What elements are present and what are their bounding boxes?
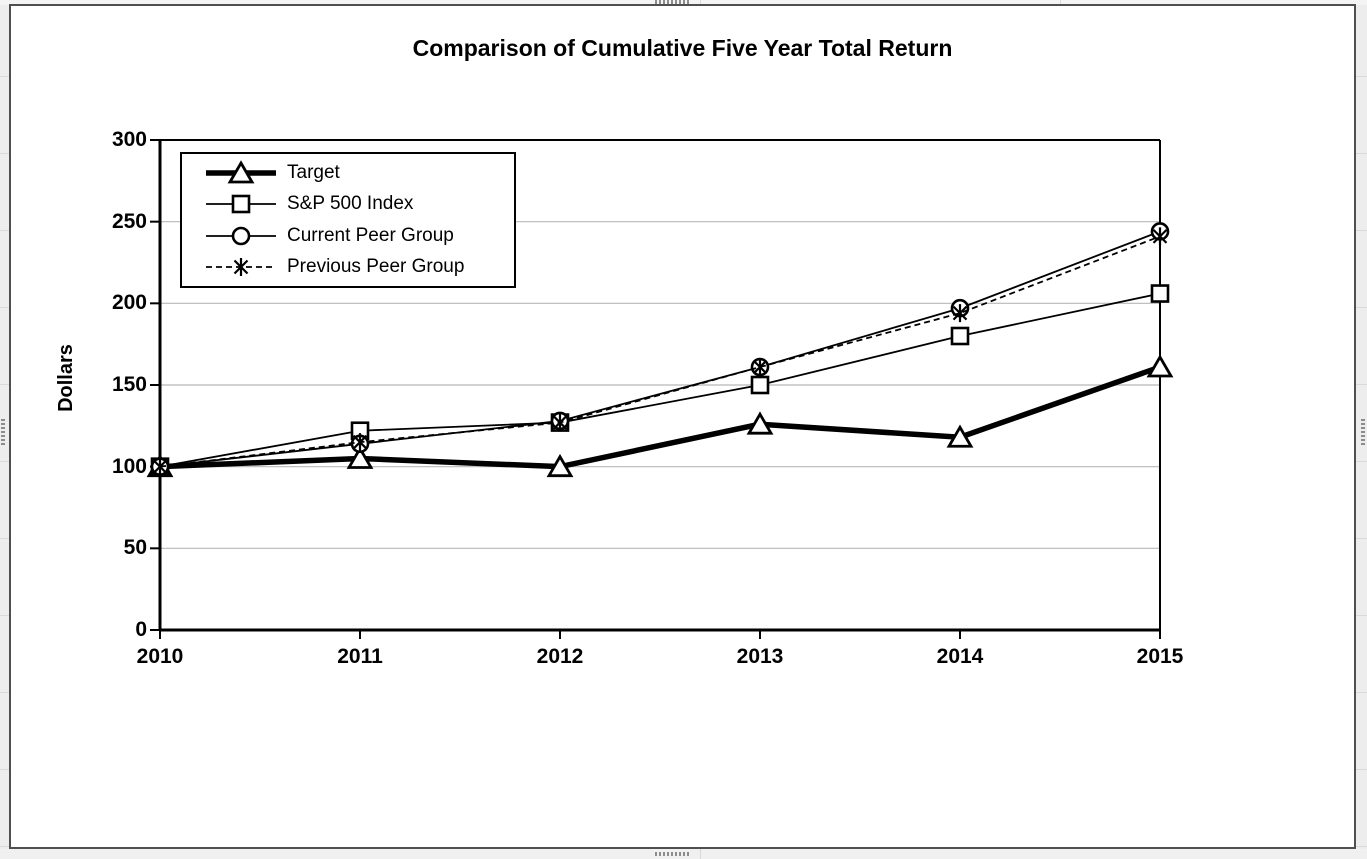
series-previous-peer-group[interactable] <box>152 227 1168 476</box>
legend[interactable]: Target S&P 500 Index Current Peer Group Pre… <box>180 152 516 288</box>
marker-triangle <box>746 411 774 435</box>
marker-asterisk <box>352 433 368 452</box>
x-tick-label: 2015 <box>1136 645 1184 668</box>
legend-label: Target <box>287 161 340 183</box>
marker-square <box>231 194 251 214</box>
y-tick-label: 50 <box>123 536 147 560</box>
legend-entry[interactable]: S&P 500 Index <box>182 191 514 217</box>
x-tick-label: 2012 <box>536 645 584 668</box>
series-target[interactable] <box>146 354 1174 478</box>
legend-entry[interactable]: Previous Peer Group <box>182 254 514 280</box>
chart-title: Comparison of Cumulative Five Year Total… <box>412 35 953 61</box>
series-line <box>159 235 1161 468</box>
y-tick-label: 0 <box>135 618 147 641</box>
marker-triangle <box>1146 354 1174 378</box>
chart-object[interactable] <box>9 4 1356 849</box>
marker-asterisk <box>1152 227 1168 246</box>
legend-triangle-sample-icon <box>206 159 276 184</box>
chart-resize-handle-bottom[interactable] <box>655 852 691 856</box>
x-tick-label: 2011 <box>337 645 383 668</box>
y-tick-label: 100 <box>111 454 147 478</box>
marker-asterisk <box>233 258 249 277</box>
marker-square <box>950 326 970 346</box>
legend-label: Current Peer Group <box>287 224 454 246</box>
y-tick-label: 200 <box>111 291 147 315</box>
y-tick-label: 250 <box>111 209 147 233</box>
marker-asterisk <box>552 413 568 432</box>
marker-asterisk <box>952 304 968 323</box>
legend-label: S&P 500 Index <box>287 193 414 215</box>
marker-square <box>750 375 770 395</box>
y-tick-label: 300 <box>111 128 147 151</box>
legend-entry[interactable]: Current Peer Group <box>182 223 514 249</box>
marker-triangle <box>946 424 974 448</box>
marker-asterisk <box>752 358 768 377</box>
y-tick-label: 150 <box>111 373 147 396</box>
x-tick-label: 2013 <box>736 645 784 668</box>
marker-asterisk <box>152 457 168 476</box>
marker-square <box>1150 284 1170 303</box>
chart-resize-handle-top[interactable] <box>655 0 691 4</box>
x-tick-label: 2010 <box>136 645 184 668</box>
legend-circle-sample-icon <box>206 226 276 246</box>
x-tick-label: 2014 <box>936 645 984 668</box>
legend-label: Previous Peer Group <box>287 256 465 278</box>
series-line <box>159 230 1161 468</box>
marker-triangle <box>227 159 255 184</box>
series-line <box>159 292 1161 468</box>
legend-entry[interactable]: Target <box>182 159 514 186</box>
series-line <box>159 364 1161 470</box>
legend-asterisk-sample-icon <box>206 258 276 277</box>
legend-square-sample-icon <box>206 194 276 214</box>
marker-triangle <box>346 445 374 469</box>
marker-triangle <box>546 453 574 478</box>
marker-circle <box>231 226 251 246</box>
chart-resize-handle-right[interactable] <box>1361 419 1365 445</box>
chart-resize-handle-left[interactable] <box>1 419 5 445</box>
